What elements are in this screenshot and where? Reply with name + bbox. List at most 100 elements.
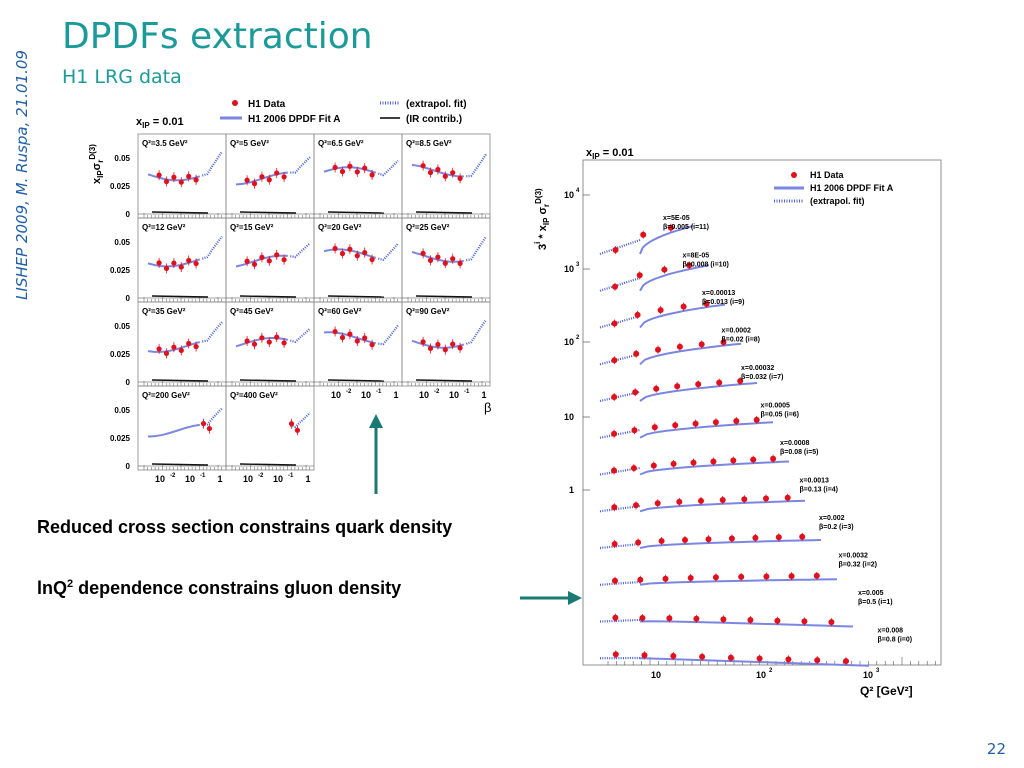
right-x-ticks: 10 10 2 10 3	[607, 657, 936, 680]
data-point	[611, 541, 618, 547]
curve-fit	[639, 539, 822, 549]
curve-x-label: x=0.0008	[780, 440, 809, 447]
left-y-tick-label: 0.05	[114, 322, 130, 331]
bullet-quark: Reduced cross section constrains quark d…	[37, 517, 453, 537]
legend-label: H1 2006 DPDF Fit A	[810, 183, 894, 193]
data-point	[727, 654, 734, 661]
left-figure: xIP = 0.01 H1 Data (extrapol. fit) H1 20…	[88, 99, 491, 484]
data-point	[294, 427, 301, 433]
data-point	[362, 335, 368, 341]
data-point	[612, 614, 619, 621]
right-legend: H1 Data H1 2006 DPDF Fit A (extrapol. fi…	[774, 170, 894, 206]
data-point	[420, 250, 426, 256]
left-x-tick-label: 10	[243, 474, 253, 484]
data-point	[720, 616, 727, 623]
up-arrow	[369, 414, 383, 494]
panel-14: Q²=400 GeV²	[225, 385, 315, 471]
left-x-tick-label: 10	[449, 390, 459, 400]
data-point	[347, 246, 353, 252]
curve-4: x=0.00032 β=0.032 (i=7)	[599, 365, 783, 403]
data-point	[672, 422, 679, 429]
slide-subtitle: H1 LRG data	[62, 66, 182, 88]
data-point	[693, 615, 700, 622]
panel-q2-label: Q²=12 GeV²	[142, 223, 186, 232]
curve-fit	[639, 421, 774, 439]
data-point	[156, 172, 162, 178]
data-point	[655, 346, 661, 353]
panel-3: Q²=6.5 GeV²	[313, 133, 403, 219]
data-point	[611, 357, 618, 364]
data-point	[741, 496, 748, 503]
data-point	[630, 465, 637, 472]
data-point	[720, 339, 727, 346]
data-point	[670, 653, 677, 659]
curve-extrapol	[599, 618, 641, 623]
legend-label: H1 Data	[248, 99, 286, 110]
data-point	[332, 245, 338, 252]
left-y-tick-label: 0.025	[110, 182, 131, 191]
data-point	[653, 385, 660, 392]
left-y-tick-label: 0.025	[110, 434, 131, 443]
panel-frame	[225, 385, 315, 471]
data-point	[611, 320, 618, 327]
data-point	[703, 300, 710, 307]
panel-12: Q²=90 GeV²	[401, 301, 491, 387]
legend-label: H1 Data	[810, 170, 845, 180]
data-point	[730, 457, 737, 464]
data-point	[186, 340, 192, 347]
panel-extrapol-curve	[378, 242, 399, 262]
curve-0: x=5E-05 β=0.005 (i=11)	[599, 215, 709, 256]
data-point	[667, 224, 674, 231]
panel-q2-label: Q²=45 GeV²	[230, 307, 274, 316]
data-point	[274, 334, 280, 340]
curve-x-label: x=8E-05	[683, 253, 710, 260]
left-y-ticks: 0.05 0.025 0 0.05 0.025 0 0.05 0.025 0 0.05 0.025 0	[110, 154, 131, 471]
left-x-ticks: 10 -2 10 -1 1 10 -2 10 -1 1 10 -2 10 -1 1 10 -2 10 -1 1	[155, 389, 487, 484]
data-point	[288, 421, 295, 427]
data-point	[193, 260, 199, 267]
right-x-axis-label: Q² [GeV²]	[860, 684, 913, 698]
data-point	[641, 652, 648, 659]
data-point	[354, 253, 360, 259]
data-point	[369, 256, 375, 263]
panel-q2-label: Q²=25 GeV²	[406, 223, 450, 232]
data-point	[631, 427, 638, 434]
data-point	[244, 258, 250, 264]
curve-extrapol	[599, 542, 641, 550]
panel-8: Q²=25 GeV²	[401, 217, 491, 303]
panel-2: Q²=5 GeV²	[225, 133, 315, 219]
data-point	[750, 456, 757, 463]
panel-q2-label: Q²=35 GeV²	[142, 307, 186, 316]
data-point	[281, 174, 287, 180]
left-y-tick-label: 0.025	[110, 266, 131, 275]
panel-q2-label: Q²=3.5 GeV²	[142, 139, 188, 148]
curve-beta-label: β=0.8 (i=0)	[878, 637, 913, 644]
data-point	[178, 264, 184, 270]
side-label: LISHEP 2009, M. Ruspa, 21.01.09	[13, 50, 31, 300]
panel-7: Q²=20 GeV²	[313, 217, 403, 303]
data-point	[640, 231, 647, 238]
curve-beta-label: β=0.008 (i=10)	[683, 262, 729, 269]
panel-extrapol-curve	[290, 156, 311, 174]
right-x-tick-label: 10	[651, 670, 661, 680]
data-point	[244, 338, 250, 344]
data-point	[178, 347, 184, 354]
data-point	[814, 657, 821, 664]
right-y-tick-label: 10	[564, 337, 574, 347]
panel-11: Q²=60 GeV²	[313, 301, 403, 387]
data-point	[369, 342, 375, 348]
curve-2: x=0.00013 β=0.013 (i=9)	[599, 290, 744, 329]
data-point	[259, 254, 265, 260]
data-point	[813, 572, 820, 579]
right-y-tick-label: 10	[564, 190, 574, 200]
panel-extrapol-curve	[378, 324, 399, 346]
data-point	[163, 350, 170, 357]
data-point	[728, 535, 735, 542]
left-x-tick-label: 10	[155, 474, 165, 484]
panel-10: Q²=45 GeV²	[225, 301, 315, 387]
curve-8: x=0.002 β=0.2 (i=3)	[599, 515, 854, 550]
panel-q2-label: Q²=6.5 GeV²	[318, 139, 364, 148]
left-xip-label: xIP = 0.01	[136, 116, 184, 130]
data-point	[251, 341, 258, 347]
